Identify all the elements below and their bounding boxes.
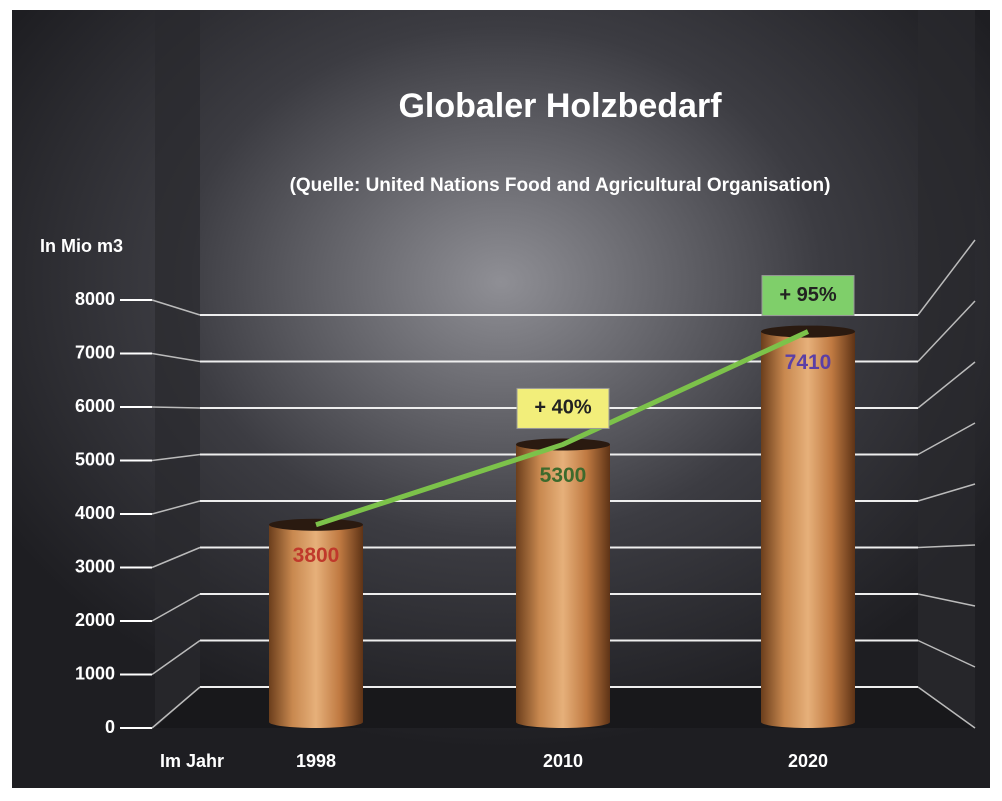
annotation: + 95%	[779, 284, 836, 306]
y-tick-label: 3000	[75, 556, 115, 576]
left-wall	[155, 10, 200, 728]
x-tick-label: 1998	[296, 751, 336, 771]
y-axis-label: In Mio m3	[40, 236, 123, 256]
y-tick-label: 0	[105, 717, 115, 737]
y-tick-label: 5000	[75, 449, 115, 469]
annotation: + 40%	[534, 397, 591, 419]
y-tick-label: 1000	[75, 663, 115, 683]
chart-title: Globaler Holzbedarf	[398, 87, 722, 125]
value-label: 3800	[293, 544, 340, 567]
value-label: 5300	[540, 464, 587, 487]
y-tick-label: 8000	[75, 289, 115, 309]
y-tick-label: 2000	[75, 610, 115, 630]
value-label: 7410	[785, 351, 832, 374]
x-tick-label: 2010	[543, 751, 583, 771]
chart: Globaler Holzbedarf (Quelle: United Nati…	[0, 0, 1002, 796]
x-tick-label: 2020	[788, 751, 828, 771]
bar-body	[761, 332, 855, 728]
y-tick-label: 4000	[75, 503, 115, 523]
y-tick-label: 6000	[75, 396, 115, 416]
bar	[761, 332, 855, 728]
chart-subtitle: (Quelle: United Nations Food and Agricul…	[290, 175, 831, 196]
grid-connector	[152, 407, 200, 408]
x-axis-label: Im Jahr	[160, 751, 224, 771]
y-tick-label: 7000	[75, 342, 115, 362]
